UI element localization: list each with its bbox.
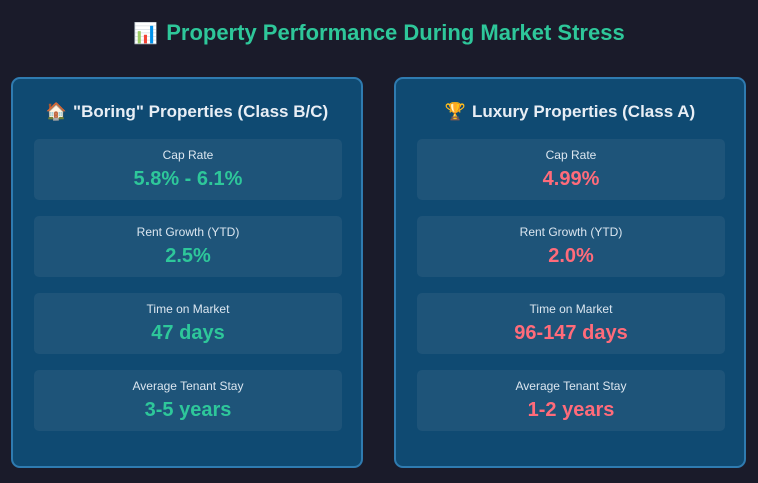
metric-cap-rate: Cap Rate 4.99% xyxy=(417,139,725,200)
page-title-text: Property Performance During Market Stres… xyxy=(166,20,625,45)
house-icon: 🏠 xyxy=(45,102,68,121)
metric-value: 1-2 years xyxy=(527,399,615,421)
metric-label: Rent Growth (YTD) xyxy=(136,225,240,239)
metric-rent-growth: Rent Growth (YTD) 2.5% xyxy=(34,216,342,277)
metric-value: 2.0% xyxy=(548,245,594,267)
metric-label: Time on Market xyxy=(529,302,613,316)
metric-tenant-stay: Average Tenant Stay 3-5 years xyxy=(34,370,342,431)
metric-time-on-market: Time on Market 96-147 days xyxy=(417,293,725,354)
metric-tenant-stay: Average Tenant Stay 1-2 years xyxy=(417,370,725,431)
metric-value: 4.99% xyxy=(542,168,600,190)
metric-value: 2.5% xyxy=(165,245,211,267)
metric-label: Cap Rate xyxy=(162,148,214,162)
metric-rent-growth: Rent Growth (YTD) 2.0% xyxy=(417,216,725,277)
card-title: 🏆 Luxury Properties (Class A) xyxy=(396,100,744,124)
metric-label: Average Tenant Stay xyxy=(132,379,244,393)
metric-value: 3-5 years xyxy=(144,399,232,421)
metric-value: 96-147 days xyxy=(514,322,628,344)
metric-value: 5.8% - 6.1% xyxy=(133,168,243,190)
metric-time-on-market: Time on Market 47 days xyxy=(34,293,342,354)
trophy-icon: 🏆 xyxy=(444,102,466,121)
boring-properties-card: 🏠 "Boring" Properties (Class B/C) Cap Rat… xyxy=(11,77,363,468)
page-title: 📊 Property Performance During Market Stre… xyxy=(0,18,758,49)
bar-chart-icon: 📊 xyxy=(133,23,159,45)
card-title-text: "Boring" Properties (Class B/C) xyxy=(73,102,329,121)
metric-cap-rate: Cap Rate 5.8% - 6.1% xyxy=(34,139,342,200)
metric-label: Cap Rate xyxy=(545,148,597,162)
metric-label: Average Tenant Stay xyxy=(515,379,627,393)
metric-label: Time on Market xyxy=(146,302,230,316)
luxury-properties-card: 🏆 Luxury Properties (Class A) Cap Rate 4.… xyxy=(394,77,746,468)
metric-label: Rent Growth (YTD) xyxy=(519,225,623,239)
metric-value: 47 days xyxy=(151,322,225,344)
card-title: 🏠 "Boring" Properties (Class B/C) xyxy=(13,100,361,124)
card-title-text: Luxury Properties (Class A) xyxy=(471,102,696,121)
